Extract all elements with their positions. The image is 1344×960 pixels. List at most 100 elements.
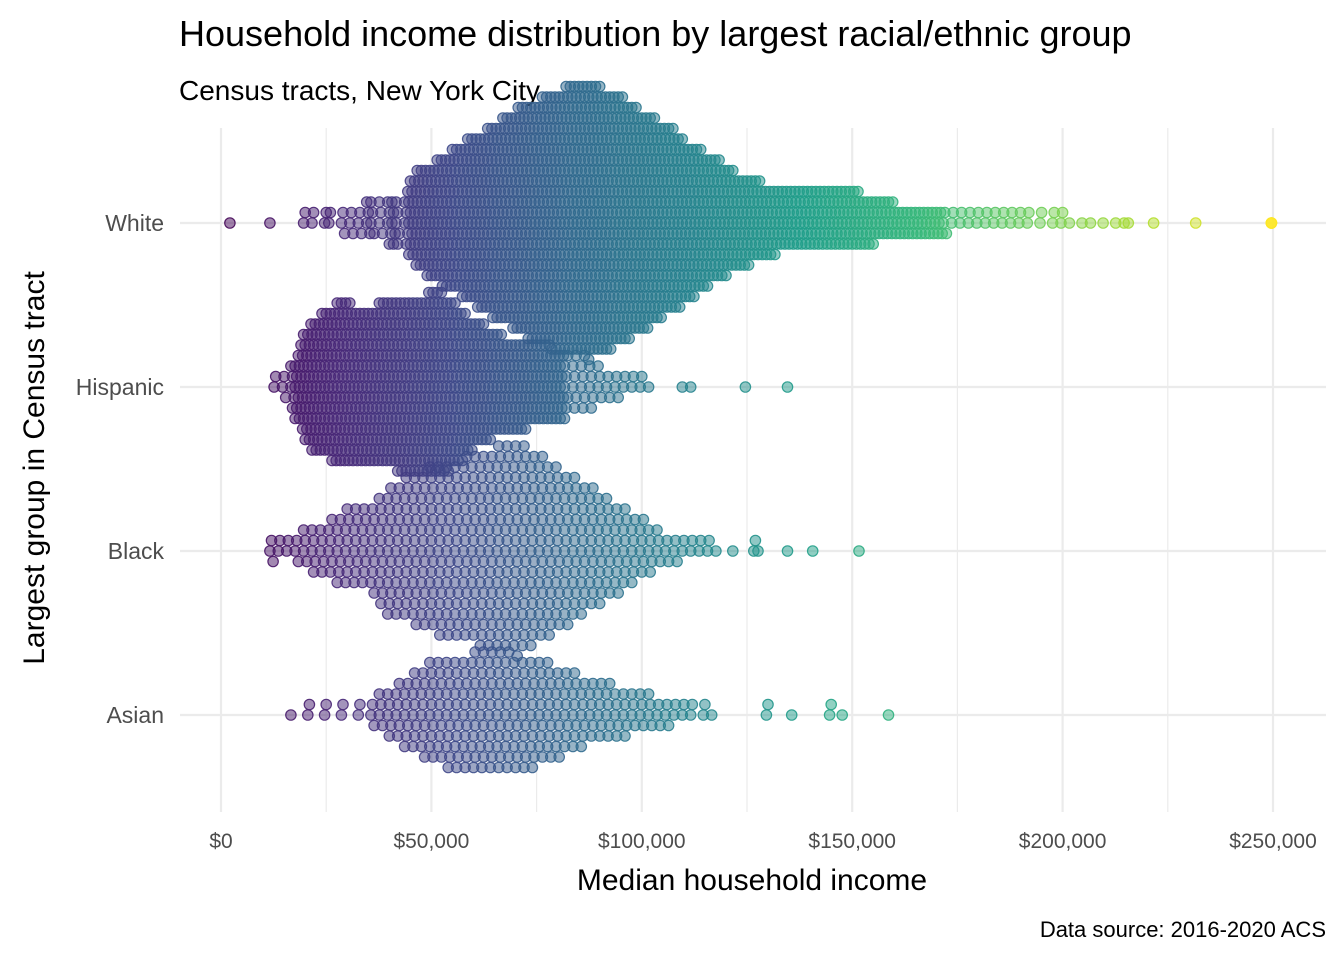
data-point	[449, 297, 461, 309]
data-point	[264, 217, 276, 229]
data-point	[459, 307, 471, 320]
data-point	[575, 740, 588, 753]
data-point	[713, 154, 725, 166]
x-tick-label: $0	[209, 830, 232, 853]
x-tick-label: $150,000	[808, 830, 896, 853]
data-point	[612, 391, 624, 404]
data-point	[882, 709, 895, 721]
data-point	[1056, 206, 1069, 219]
data-point	[543, 629, 555, 641]
data-point	[502, 646, 515, 658]
x-tick-label: $100,000	[598, 830, 686, 853]
data-point	[651, 524, 663, 536]
data-point	[739, 381, 752, 393]
y-tick-label: Hispanic	[76, 374, 164, 400]
data-point	[673, 301, 686, 313]
data-point	[322, 217, 335, 229]
data-points	[224, 80, 1278, 774]
data-point	[726, 164, 739, 177]
chart-subtitle: Census tracts, New York City	[179, 75, 540, 106]
data-point	[320, 698, 332, 711]
data-point	[1265, 217, 1278, 229]
data-point	[853, 545, 865, 557]
data-point	[701, 280, 714, 292]
data-point	[781, 381, 794, 393]
data-point	[642, 381, 655, 393]
data-point	[352, 709, 365, 721]
data-point	[644, 566, 656, 578]
data-point	[600, 492, 613, 505]
data-point	[543, 339, 555, 351]
data-point	[619, 730, 631, 742]
data-point	[536, 450, 549, 463]
y-axis-title: Largest group in Census tract	[18, 271, 51, 665]
data-point	[667, 122, 679, 135]
data-point	[710, 545, 722, 557]
data-point	[671, 555, 683, 568]
data-point	[886, 196, 899, 208]
data-point	[686, 698, 699, 711]
data-point	[519, 423, 532, 435]
data-point	[558, 412, 571, 425]
data-point	[749, 534, 762, 547]
data-point	[477, 318, 490, 330]
data-point	[688, 290, 700, 303]
data-point	[354, 698, 366, 711]
data-point	[753, 175, 766, 187]
chart-title: Household income distribution by largest…	[179, 13, 1132, 54]
data-point	[337, 698, 349, 711]
data-point	[637, 513, 650, 526]
data-point	[495, 328, 508, 341]
data-point	[568, 667, 581, 679]
data-point	[1084, 217, 1097, 229]
data-point	[524, 639, 537, 652]
data-point	[593, 80, 606, 93]
data-point	[648, 112, 661, 124]
data-point	[1147, 217, 1160, 229]
data-point	[307, 206, 320, 219]
data-point	[568, 471, 581, 484]
data-point	[699, 698, 711, 711]
data-point	[852, 185, 864, 198]
data-point	[1023, 206, 1035, 219]
data-point	[1189, 217, 1202, 229]
data-point	[561, 618, 574, 631]
data-point	[612, 587, 624, 599]
data-point	[642, 688, 655, 700]
data-point	[720, 269, 732, 282]
data-point	[553, 751, 565, 763]
data-point	[726, 545, 739, 557]
data-point	[575, 608, 588, 620]
data-point	[662, 719, 675, 732]
data-point	[224, 217, 236, 229]
data-point	[1021, 217, 1034, 229]
data-point	[1034, 217, 1046, 229]
x-axis-title: Median household income	[577, 864, 927, 897]
data-point	[785, 709, 798, 721]
data-point	[541, 656, 554, 669]
data-point	[703, 534, 715, 547]
data-point	[267, 555, 279, 568]
y-tick-label: Black	[108, 538, 165, 564]
data-point	[324, 206, 337, 219]
data-point	[435, 286, 448, 299]
y-axis-tick-labels: White Hispanic Black Asian	[76, 210, 165, 728]
y-tick-label: Asian	[106, 702, 164, 728]
data-point	[867, 238, 879, 250]
data-point	[781, 545, 794, 557]
data-point	[762, 698, 774, 711]
data-point	[578, 349, 591, 362]
data-point	[593, 597, 606, 610]
x-tick-label: $50,000	[393, 830, 469, 853]
data-point	[343, 297, 356, 309]
data-point	[604, 343, 617, 355]
data-point	[641, 322, 654, 334]
data-point	[335, 709, 348, 721]
data-point	[592, 360, 604, 372]
x-axis-tick-labels: $0 $50,000 $100,000 $150,000 $200,000 $250,00…	[209, 830, 1316, 853]
data-point	[635, 370, 648, 383]
data-point	[630, 101, 642, 114]
data-point	[285, 709, 297, 721]
data-point	[940, 227, 953, 240]
